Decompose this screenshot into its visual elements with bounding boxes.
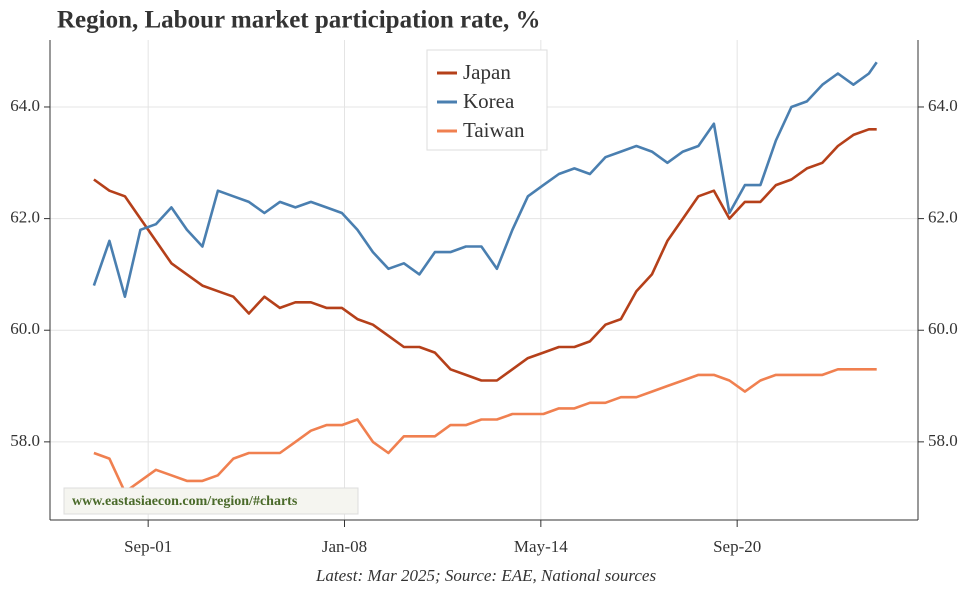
source-note: Latest: Mar 2025; Source: EAE, National …: [315, 566, 657, 585]
legend-box: [426, 49, 548, 151]
y-tick-label: 58.0: [10, 431, 40, 450]
x-tick-label: Jan-08: [322, 537, 367, 556]
watermark-box: [63, 487, 359, 515]
chart-title: Region, Labour market participation rate…: [57, 7, 541, 34]
x-tick-label: Sep-01: [124, 537, 172, 556]
y2-tick-label: 62.0: [928, 208, 958, 227]
y2-tick-label: 64.0: [928, 96, 958, 115]
watermark: www.eastasiaecon.com/region/#charts: [72, 494, 298, 509]
series-line: [93, 368, 877, 494]
legend-label: Japan: [463, 60, 511, 84]
y2-tick-label: 58.0: [928, 431, 958, 450]
series-line: [92, 61, 878, 298]
x-tick-label: Sep-20: [713, 537, 761, 556]
x-tick-label: May-14: [514, 537, 568, 556]
legend-label: Taiwan: [463, 118, 525, 142]
y2-tick-label: 60.0: [928, 319, 958, 338]
y-tick-label: 64.0: [10, 96, 40, 115]
y-tick-label: 62.0: [10, 208, 40, 227]
legend-label: Korea: [463, 89, 515, 113]
y-tick-label: 60.0: [10, 319, 40, 338]
series-line: [93, 128, 877, 382]
